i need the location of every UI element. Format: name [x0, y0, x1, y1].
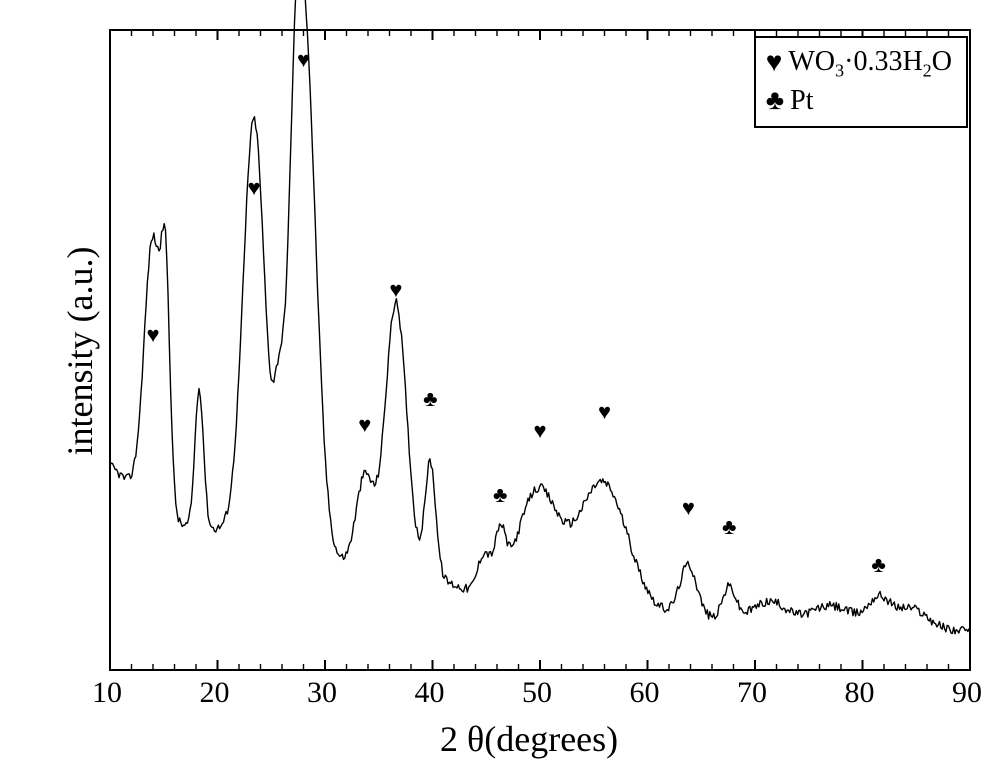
heart-icon: ♥ — [146, 324, 159, 346]
heart-icon: ♥ — [248, 177, 261, 199]
x-tick-label: 10 — [92, 676, 122, 710]
y-axis-label: intensity (a.u.) — [59, 201, 101, 501]
club-icon: ♣ — [423, 388, 437, 410]
club-icon: ♣ — [766, 83, 784, 119]
heart-icon: ♥ — [389, 279, 402, 301]
x-tick-label: 20 — [200, 676, 230, 710]
legend-label: WO3·0.33H2O — [788, 44, 952, 83]
x-tick-label: 90 — [952, 676, 982, 710]
legend-entry: ♣Pt — [766, 83, 952, 119]
club-icon: ♣ — [871, 554, 885, 576]
x-tick-label: 30 — [307, 676, 337, 710]
x-tick-label: 50 — [522, 676, 552, 710]
heart-icon: ♥ — [682, 497, 695, 519]
legend-entry: ♥WO3·0.33H2O — [766, 44, 952, 83]
club-icon: ♣ — [493, 484, 507, 506]
legend: ♥WO3·0.33H2O♣Pt — [754, 36, 968, 128]
x-tick-label: 40 — [415, 676, 445, 710]
heart-icon: ♥ — [598, 401, 611, 423]
xrd-chart: intensity (a.u.) 2 θ(degrees) ♥WO3·0.33H… — [0, 0, 1000, 769]
x-tick-label: 60 — [630, 676, 660, 710]
legend-label: Pt — [790, 83, 813, 119]
x-tick-label: 70 — [737, 676, 767, 710]
heart-icon: ♥ — [358, 414, 371, 436]
heart-icon: ♥ — [766, 45, 783, 81]
heart-icon: ♥ — [533, 420, 546, 442]
x-tick-label: 80 — [845, 676, 875, 710]
heart-icon: ♥ — [297, 49, 310, 71]
x-axis-label: 2 θ(degrees) — [440, 718, 618, 760]
club-icon: ♣ — [722, 516, 736, 538]
